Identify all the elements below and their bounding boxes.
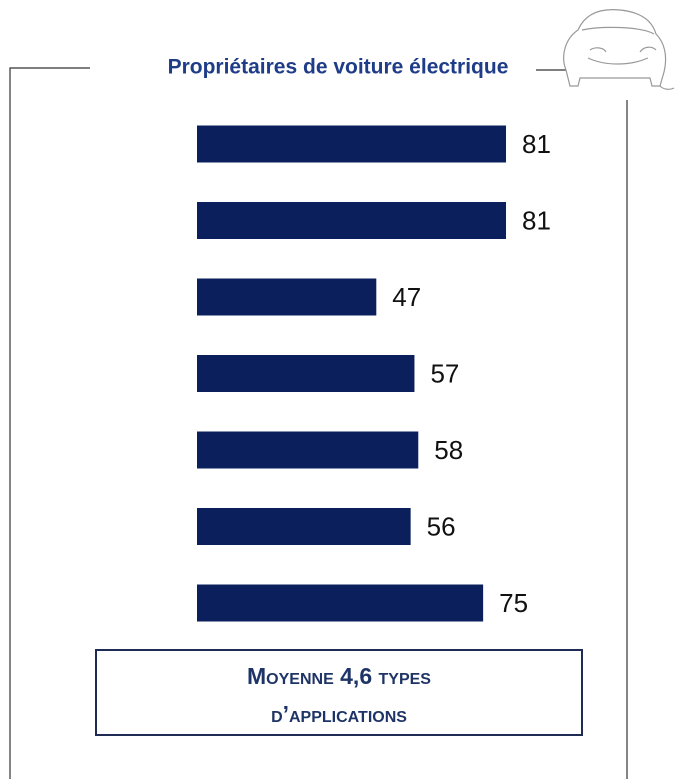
car-icon (563, 9, 675, 90)
bar (197, 584, 484, 622)
value-label: 56 (427, 511, 456, 541)
chart-title: Propriétaires de voiture électrique (168, 56, 509, 79)
value-label: 75 (499, 588, 528, 618)
value-label: 47 (392, 282, 421, 312)
frame (9, 67, 628, 779)
note-line: Moyenne 4,6 types (247, 663, 431, 689)
value-label: 81 (522, 129, 551, 159)
bar (197, 278, 377, 316)
value-label: 81 (522, 205, 551, 235)
note-box (95, 649, 583, 736)
bar (197, 355, 415, 392)
note-line: d’applications (271, 701, 407, 727)
bar (197, 202, 507, 239)
value-label: 58 (434, 435, 463, 465)
value-label: 57 (430, 358, 459, 388)
frame-left (9, 67, 90, 779)
bar (197, 125, 507, 163)
bar (197, 431, 419, 469)
bar (197, 508, 411, 545)
